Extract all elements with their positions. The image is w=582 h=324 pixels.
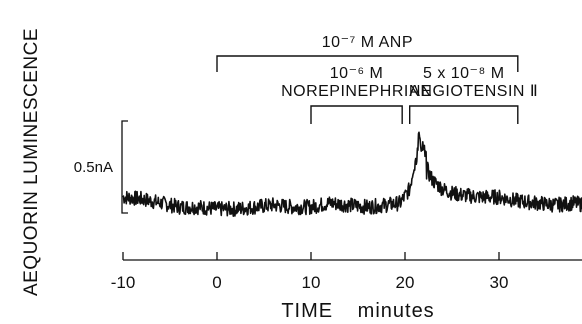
treatment-dose-ne: 10⁻⁶ M — [330, 65, 384, 82]
scale-bar-label: 0.5nA — [74, 159, 113, 176]
treatment-label-ang: ANGIOTENSIN Ⅱ — [409, 83, 538, 100]
bracket-anp — [216, 55, 519, 72]
scale-bar-line — [121, 120, 128, 214]
x-axis: -10010203040 — [111, 252, 582, 292]
bracket-ne — [310, 105, 403, 124]
treatment-label-anp: 10⁻⁷ M ANP — [322, 34, 413, 51]
x-tick-label: 0 — [212, 273, 221, 292]
x-axis-label-main: TIME — [281, 300, 333, 322]
scale-bar: 0.5nA — [74, 120, 128, 214]
y-axis-label: AEQUORIN LUMINESCENCE — [21, 28, 42, 296]
x-tick-label: 30 — [490, 273, 509, 292]
x-axis-label-unit: minutes — [358, 300, 435, 322]
treatment-label-ne: NOREPINEPHRINE — [281, 83, 432, 100]
luminescence-trace — [122, 131, 582, 217]
bracket-ang — [409, 105, 519, 124]
treatment-dose-ang: 5 x 10⁻⁸ M — [423, 65, 505, 82]
x-tick-label: 20 — [396, 273, 415, 292]
x-tick-label: 10 — [302, 273, 321, 292]
x-tick-label: -10 — [111, 273, 136, 292]
x-axis-label: TIME minutes — [281, 300, 434, 322]
